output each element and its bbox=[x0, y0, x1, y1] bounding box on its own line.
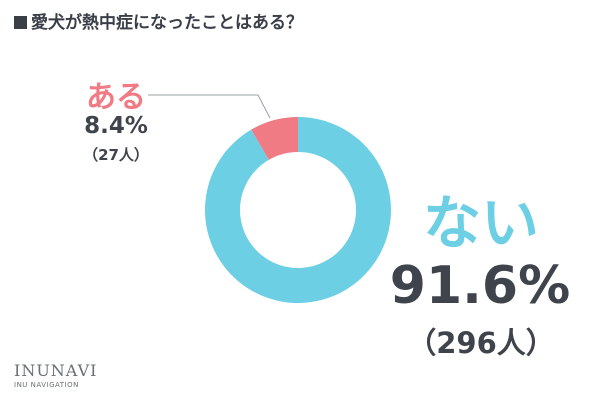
slice-percent-aru: 8.4% bbox=[84, 113, 148, 139]
slice-label-aru: ある bbox=[86, 80, 146, 115]
logo-brand: INUNAVI bbox=[14, 361, 98, 380]
slice-label-nai: ない bbox=[422, 189, 539, 257]
inunavi-logo: INUNAVI INU NAVIGATION bbox=[14, 361, 98, 390]
slice-percent-nai: 91.6% bbox=[389, 256, 571, 316]
slice-count-nai: （296人） bbox=[407, 326, 555, 360]
donut-slices bbox=[204, 117, 392, 303]
donut-slice-nai bbox=[204, 117, 392, 303]
logo-sub: INU NAVIGATION bbox=[14, 381, 79, 389]
chart-title-text: 愛犬が熱中症になったことはある？ bbox=[31, 13, 303, 33]
title-square-icon bbox=[14, 16, 27, 29]
slice-count-aru: （27人） bbox=[83, 146, 149, 164]
donut-slice-aru bbox=[251, 117, 298, 160]
chart-title: 愛犬が熱中症になったことはある？ bbox=[14, 8, 303, 33]
aru-leader-line bbox=[148, 94, 271, 119]
